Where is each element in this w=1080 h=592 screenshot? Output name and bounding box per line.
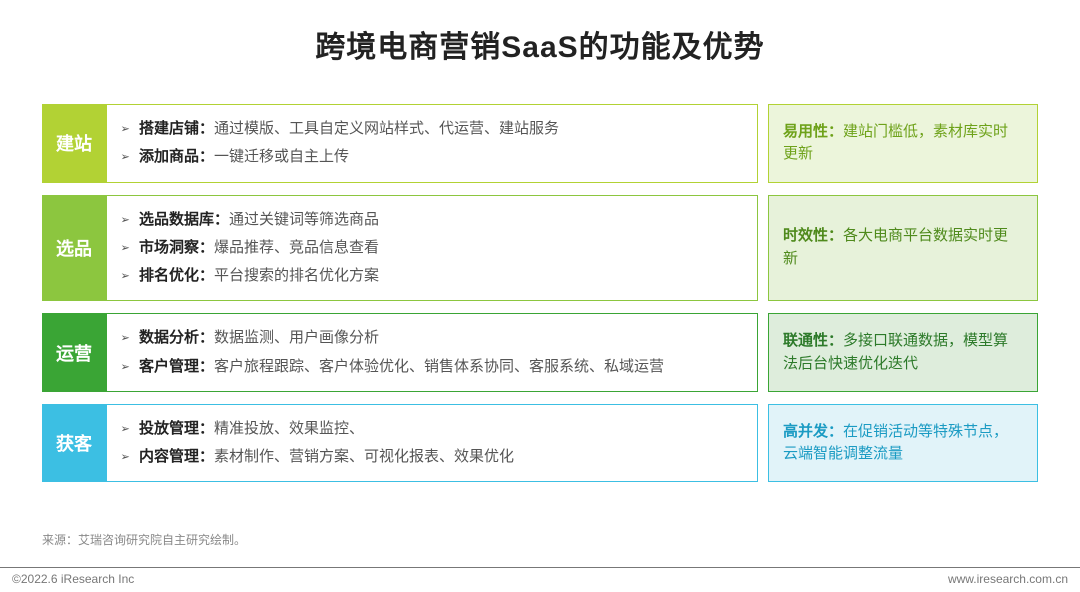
feature-row: 获客➢投放管理：精准投放、效果监控、➢内容管理：素材制作、营销方案、可视化报表、… (42, 404, 1038, 483)
bullet-item: ➢市场洞察：爆品推荐、竞品信息查看 (121, 234, 741, 262)
bullet-item: ➢排名优化：平台搜索的排名优化方案 (121, 262, 741, 290)
chevron-icon: ➢ (121, 117, 139, 141)
bullet-text: 内容管理：素材制作、营销方案、可视化报表、效果优化 (139, 445, 514, 468)
chevron-icon: ➢ (121, 264, 139, 288)
chevron-icon: ➢ (121, 417, 139, 441)
bullet-item: ➢内容管理：素材制作、营销方案、可视化报表、效果优化 (121, 443, 741, 471)
row-functions: ➢搭建店铺：通过模版、工具自定义网站样式、代运营、建站服务➢添加商品：一键迁移或… (106, 104, 758, 183)
row-tag: 获客 (42, 404, 106, 483)
bullet-text: 客户管理：客户旅程跟踪、客户体验优化、销售体系协同、客服系统、私域运营 (139, 355, 664, 378)
bullet-text: 排名优化：平台搜索的排名优化方案 (139, 264, 379, 287)
chevron-icon: ➢ (121, 326, 139, 350)
advantage-text: 易用性：建站门槛低，素材库实时更新 (783, 121, 1023, 166)
row-advantage: 时效性：各大电商平台数据实时更新 (768, 195, 1038, 302)
footer-url: www.iresearch.com.cn (948, 572, 1068, 586)
advantage-text: 联通性：多接口联通数据，模型算法后台快速优化迭代 (783, 330, 1023, 375)
row-functions: ➢数据分析：数据监测、用户画像分析➢客户管理：客户旅程跟踪、客户体验优化、销售体… (106, 313, 758, 392)
bullet-desc: 通过模版、工具自定义网站样式、代运营、建站服务 (214, 120, 559, 137)
bullet-text: 选品数据库：通过关键词等筛选商品 (139, 208, 379, 231)
row-tag: 选品 (42, 195, 106, 302)
chevron-icon: ➢ (121, 445, 139, 469)
bullet-desc: 素材制作、营销方案、可视化报表、效果优化 (214, 448, 514, 465)
bullet-desc: 爆品推荐、竞品信息查看 (214, 239, 379, 256)
bullet-desc: 一键迁移或自主上传 (214, 148, 349, 165)
bullet-label: 投放管理： (139, 420, 214, 437)
bullet-label: 内容管理： (139, 448, 214, 465)
row-functions: ➢选品数据库：通过关键词等筛选商品➢市场洞察：爆品推荐、竞品信息查看➢排名优化：… (106, 195, 758, 302)
chevron-icon: ➢ (121, 355, 139, 379)
chevron-icon: ➢ (121, 208, 139, 232)
page-title: 跨境电商营销SaaS的功能及优势 (0, 0, 1080, 104)
chevron-icon: ➢ (121, 145, 139, 169)
advantage-label: 联通性： (783, 332, 843, 349)
row-advantage: 高并发：在促销活动等特殊节点，云端智能调整流量 (768, 404, 1038, 483)
bullet-text: 投放管理：精准投放、效果监控、 (139, 417, 364, 440)
row-tag: 运营 (42, 313, 106, 392)
chevron-icon: ➢ (121, 236, 139, 260)
feature-row: 运营➢数据分析：数据监测、用户画像分析➢客户管理：客户旅程跟踪、客户体验优化、销… (42, 313, 1038, 392)
advantage-text: 时效性：各大电商平台数据实时更新 (783, 225, 1023, 270)
row-tag: 建站 (42, 104, 106, 183)
bullet-desc: 平台搜索的排名优化方案 (214, 267, 379, 284)
advantage-label: 易用性： (783, 123, 843, 140)
bullet-desc: 客户旅程跟踪、客户体验优化、销售体系协同、客服系统、私域运营 (214, 358, 664, 375)
row-advantage: 易用性：建站门槛低，素材库实时更新 (768, 104, 1038, 183)
advantage-label: 高并发： (783, 423, 843, 440)
copyright: ©2022.6 iResearch Inc (12, 572, 134, 586)
feature-row: 选品➢选品数据库：通过关键词等筛选商品➢市场洞察：爆品推荐、竞品信息查看➢排名优… (42, 195, 1038, 302)
bullet-text: 市场洞察：爆品推荐、竞品信息查看 (139, 236, 379, 259)
advantage-label: 时效性： (783, 227, 843, 244)
bullet-label: 选品数据库： (139, 211, 229, 228)
source-note: 来源：艾瑞咨询研究院自主研究绘制。 (42, 531, 246, 548)
bullet-text: 搭建店铺：通过模版、工具自定义网站样式、代运营、建站服务 (139, 117, 559, 140)
bullet-item: ➢添加商品：一键迁移或自主上传 (121, 143, 741, 171)
bullet-text: 添加商品：一键迁移或自主上传 (139, 145, 349, 168)
bullet-item: ➢投放管理：精准投放、效果监控、 (121, 415, 741, 443)
bullet-text: 数据分析：数据监测、用户画像分析 (139, 326, 379, 349)
advantage-text: 高并发：在促销活动等特殊节点，云端智能调整流量 (783, 421, 1023, 466)
feature-row: 建站➢搭建店铺：通过模版、工具自定义网站样式、代运营、建站服务➢添加商品：一键迁… (42, 104, 1038, 183)
bullet-label: 客户管理： (139, 358, 214, 375)
bullet-label: 市场洞察： (139, 239, 214, 256)
bullet-label: 排名优化： (139, 267, 214, 284)
footer: ©2022.6 iResearch Inc www.iresearch.com.… (0, 567, 1080, 592)
bullet-label: 添加商品： (139, 148, 214, 165)
bullet-desc: 精准投放、效果监控、 (214, 420, 364, 437)
rows-container: 建站➢搭建店铺：通过模版、工具自定义网站样式、代运营、建站服务➢添加商品：一键迁… (0, 104, 1080, 482)
row-advantage: 联通性：多接口联通数据，模型算法后台快速优化迭代 (768, 313, 1038, 392)
row-functions: ➢投放管理：精准投放、效果监控、➢内容管理：素材制作、营销方案、可视化报表、效果… (106, 404, 758, 483)
bullet-item: ➢数据分析：数据监测、用户画像分析 (121, 324, 741, 352)
bullet-label: 搭建店铺： (139, 120, 214, 137)
bullet-desc: 数据监测、用户画像分析 (214, 329, 379, 346)
bullet-item: ➢选品数据库：通过关键词等筛选商品 (121, 206, 741, 234)
bullet-desc: 通过关键词等筛选商品 (229, 211, 379, 228)
bullet-item: ➢客户管理：客户旅程跟踪、客户体验优化、销售体系协同、客服系统、私域运营 (121, 353, 741, 381)
bullet-item: ➢搭建店铺：通过模版、工具自定义网站样式、代运营、建站服务 (121, 115, 741, 143)
bullet-label: 数据分析： (139, 329, 214, 346)
